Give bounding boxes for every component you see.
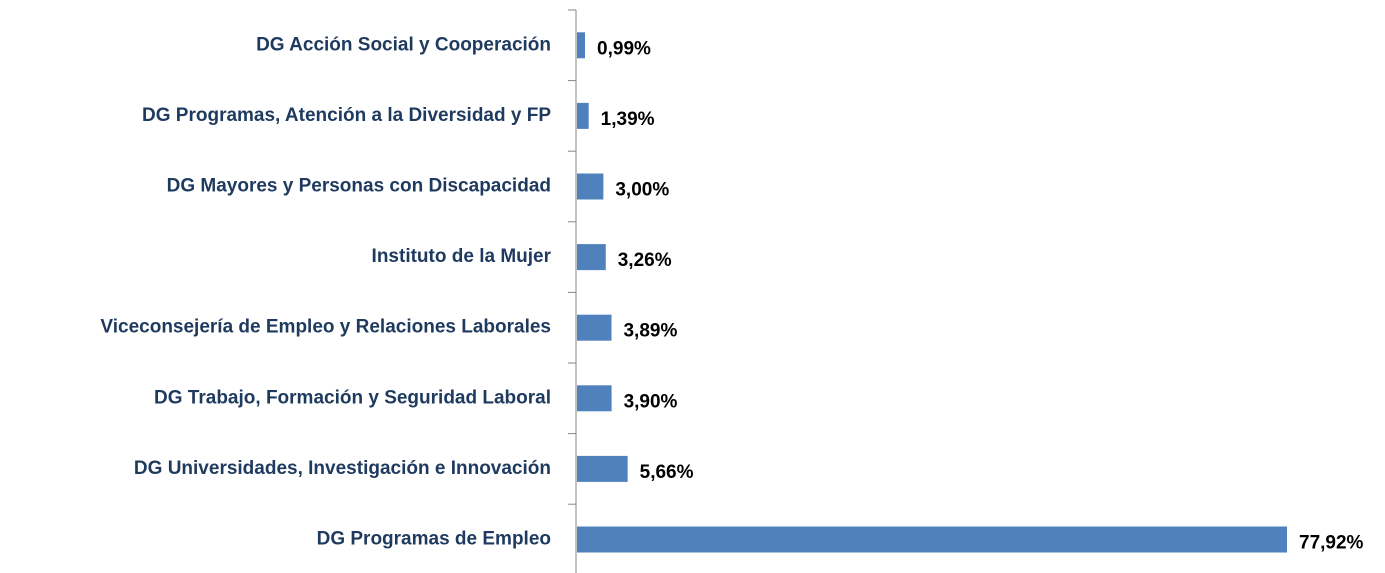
value-label: 3,89% [623, 321, 677, 342]
bar [577, 102, 589, 129]
value-label: 3,26% [618, 250, 672, 271]
bar [577, 173, 604, 200]
category-label: Viceconsejería de Empleo y Relaciones La… [100, 317, 551, 338]
bar [577, 526, 1287, 553]
value-label: 3,00% [615, 180, 669, 201]
category-label: DG Trabajo, Formación y Seguridad Labora… [154, 387, 551, 408]
category-label: DG Mayores y Personas con Discapacidad [167, 176, 551, 197]
category-label: DG Programas de Empleo [317, 529, 551, 550]
value-label: 77,92% [1299, 533, 1364, 554]
category-label: DG Programas, Atención a la Diversidad y… [142, 105, 551, 126]
bar [577, 385, 612, 412]
value-label: 3,90% [624, 391, 678, 412]
category-label: DG Acción Social y Cooperación [256, 34, 551, 55]
category-label: DG Universidades, Investigación e Innova… [134, 458, 551, 479]
bar [577, 32, 586, 59]
value-label: 1,39% [601, 109, 655, 130]
bar [577, 244, 606, 271]
value-label: 0,99% [597, 38, 651, 59]
category-label: Instituto de la Mujer [372, 246, 552, 267]
bar [577, 455, 628, 482]
bar [577, 314, 612, 341]
value-label: 5,66% [640, 462, 694, 483]
